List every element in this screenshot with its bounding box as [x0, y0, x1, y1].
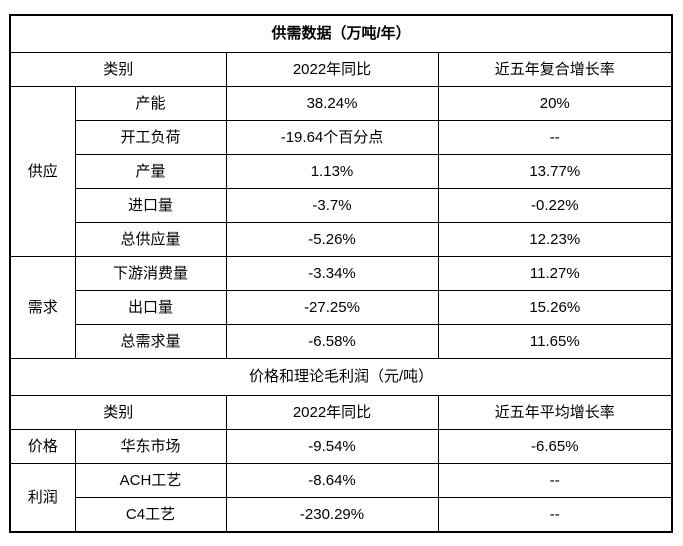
growth-value: 11.65% [437, 324, 673, 359]
item-label: 出口量 [74, 290, 227, 325]
growth-value: 20% [437, 86, 673, 121]
group-label-price: 价格 [9, 429, 76, 464]
yoy-value: -8.64% [225, 463, 439, 498]
item-label: C4工艺 [74, 497, 227, 533]
section-title-supply-demand: 供需数据（万吨/年） [9, 14, 673, 53]
table-row: 供应 产能 38.24% 20% [9, 86, 673, 257]
table-row: 利润 ACH工艺 -8.64% -- [9, 463, 673, 533]
item-label: 华东市场 [74, 429, 227, 464]
yoy-value: -19.64个百分点 [225, 120, 439, 155]
growth-value: 11.27% [437, 256, 673, 291]
yoy-value: -6.58% [225, 324, 439, 359]
growth-value: -- [437, 463, 673, 498]
item-label: 下游消费量 [74, 256, 227, 291]
growth-value: 12.23% [437, 222, 673, 257]
group-label-demand: 需求 [9, 256, 76, 359]
table-row: 出口量 -27.25% 15.26% [10, 290, 673, 325]
item-label: 进口量 [74, 188, 227, 223]
yoy-value: -9.54% [225, 429, 439, 464]
header-avg-growth: 近五年平均增长率 [437, 395, 673, 430]
table-row: 总供应量 -5.26% 12.23% [10, 222, 673, 257]
header-category: 类别 [9, 395, 227, 430]
header-yoy-2022: 2022年同比 [225, 395, 439, 430]
table-row: 价格 华东市场 -9.54% -6.65% [9, 429, 673, 464]
table-row: C4工艺 -230.29% -- [10, 497, 673, 533]
supply-demand-price-table: 供需数据（万吨/年） 类别 2022年同比 近五年复合增长率 供应 产能 38.… [9, 14, 674, 533]
group-label-supply: 供应 [9, 86, 76, 257]
table-row: 开工负荷 -19.64个百分点 -- [10, 120, 673, 155]
item-label: 开工负荷 [74, 120, 227, 155]
yoy-value: 38.24% [225, 86, 439, 121]
header-yoy-2022: 2022年同比 [225, 52, 439, 87]
growth-value: 13.77% [437, 154, 673, 189]
table-row: 进口量 -3.7% -0.22% [10, 188, 673, 223]
yoy-value: -27.25% [225, 290, 439, 325]
item-label: ACH工艺 [74, 463, 227, 498]
yoy-value: -3.34% [225, 256, 439, 291]
item-label: 产能 [74, 86, 227, 121]
item-label: 总需求量 [74, 324, 227, 359]
item-label: 总供应量 [74, 222, 227, 257]
table-row: 需求 下游消费量 -3.34% 11.27% [9, 256, 673, 359]
growth-value: 15.26% [437, 290, 673, 325]
yoy-value: -5.26% [225, 222, 439, 257]
growth-value: -- [437, 120, 673, 155]
growth-value: -6.65% [437, 429, 673, 464]
yoy-value: -230.29% [225, 497, 439, 533]
yoy-value: 1.13% [225, 154, 439, 189]
growth-value: -0.22% [437, 188, 673, 223]
table-row: 类别 2022年同比 近五年复合增长率 [9, 52, 673, 87]
table-row: 产量 1.13% 13.77% [10, 154, 673, 189]
item-label: 产量 [74, 154, 227, 189]
section-title-price-profit: 价格和理论毛利润（元/吨） [9, 358, 673, 396]
yoy-value: -3.7% [225, 188, 439, 223]
table-row: 类别 2022年同比 近五年平均增长率 [9, 395, 673, 430]
header-cagr: 近五年复合增长率 [437, 52, 673, 87]
table-row: 总需求量 -6.58% 11.65% [10, 324, 673, 359]
group-label-profit: 利润 [9, 463, 76, 533]
table-row: 价格和理论毛利润（元/吨） [9, 358, 673, 396]
table-row: 供需数据（万吨/年） [9, 14, 673, 53]
header-category: 类别 [9, 52, 227, 87]
growth-value: -- [437, 497, 673, 533]
